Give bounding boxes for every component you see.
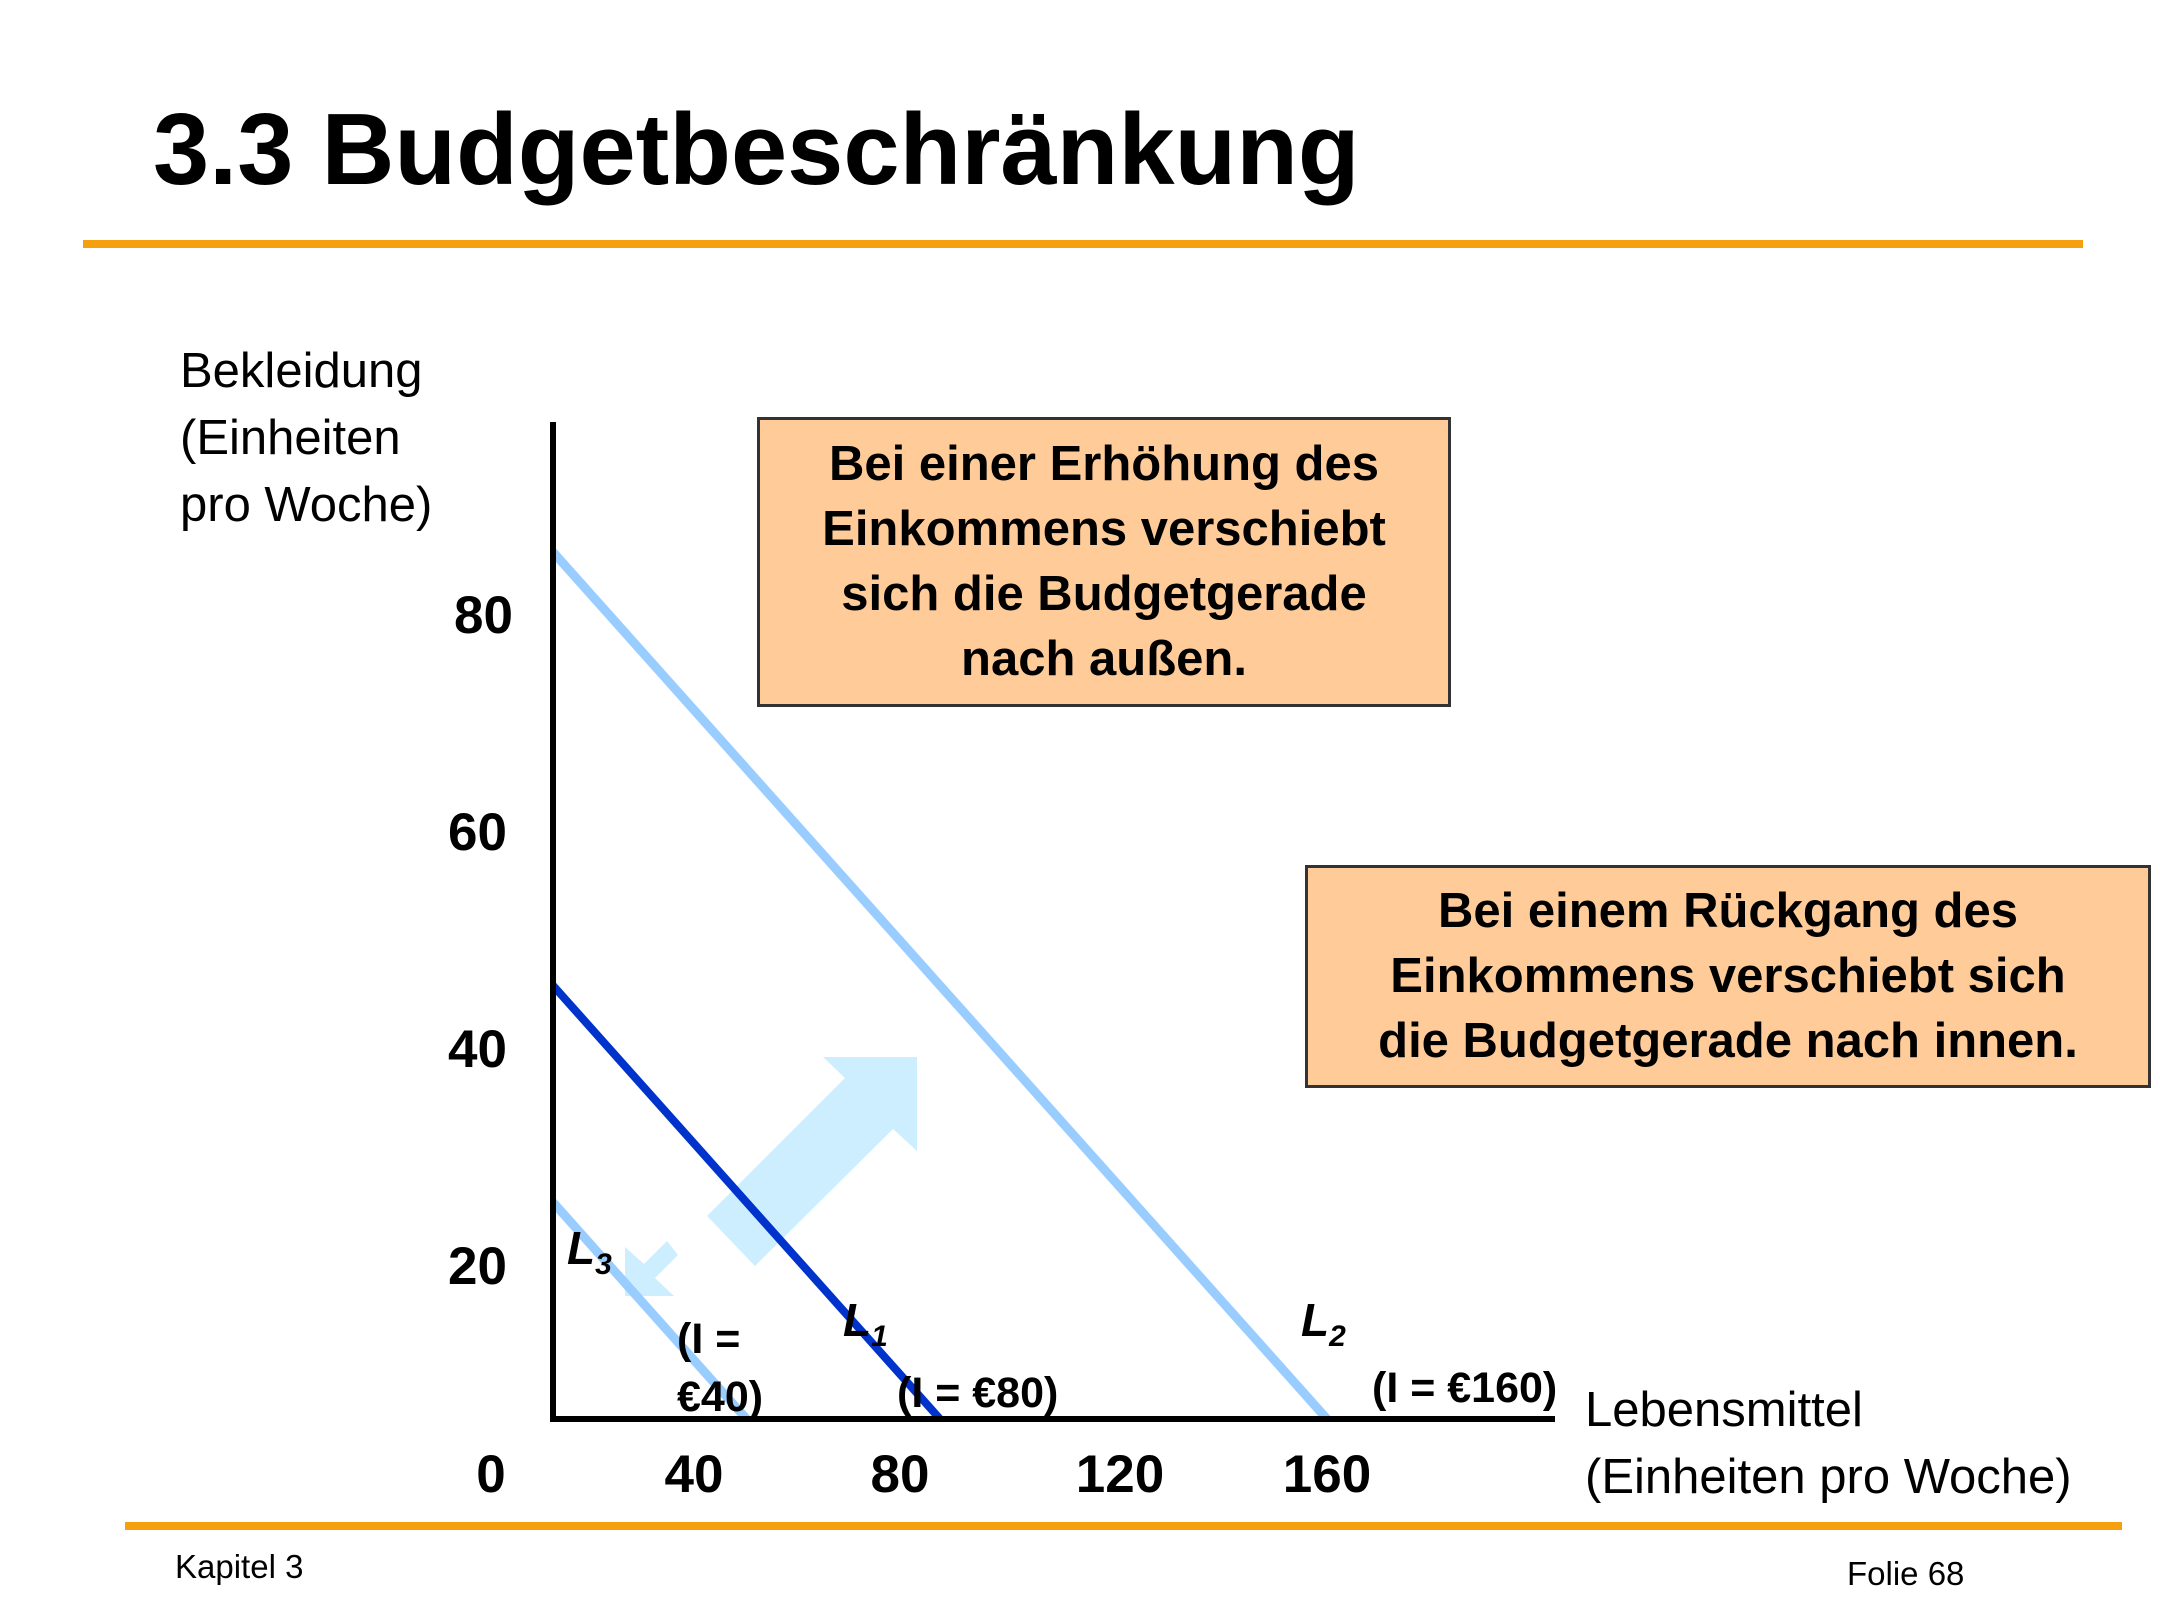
line-label-l2: L2: [1301, 1297, 1346, 1352]
line-label-subscript: 3: [595, 1248, 612, 1281]
x-tick-label: 40: [664, 1445, 724, 1504]
budget-line-l3: [549, 1199, 750, 1422]
x-axis-label: Lebensmittel (Einheiten pro Woche): [1585, 1377, 2072, 1511]
income-label-l1: (I = €80): [897, 1364, 1058, 1422]
callout-line: Bei einer Erhöhung des: [829, 437, 1379, 491]
x-tick-label: 160: [1282, 1445, 1372, 1504]
y-tick-label: 40: [448, 1020, 507, 1079]
callout-line: Einkommens verschiebt: [822, 502, 1386, 556]
line-label-l1: L1: [843, 1297, 888, 1352]
budget-line-l1: [550, 982, 943, 1422]
y-tick-label: 60: [448, 803, 507, 862]
footer-divider: [125, 1522, 2122, 1530]
y-axis-label-line: Bekleidung: [180, 344, 423, 398]
y-axis-label-line: (Einheiten: [180, 411, 401, 465]
line-label-l3: L3: [567, 1225, 612, 1280]
budget-line-l2: [549, 549, 1331, 1422]
line-label-main: L: [567, 1222, 596, 1274]
income-label-line: €40): [677, 1373, 764, 1421]
callout-line: die Budgetgerade nach innen.: [1378, 1014, 2078, 1068]
income-label-l2: (I = €160): [1372, 1359, 1557, 1417]
y-tick-label: 20: [448, 1237, 507, 1296]
slide-title: 3.3 Budgetbeschränkung: [153, 94, 1360, 206]
callout-line: Einkommens verschiebt sich: [1390, 949, 2066, 1003]
callout-line: Bei einem Rückgang des: [1437, 884, 2018, 938]
outward-shift-arrow: [707, 1057, 917, 1266]
inward-shift-arrow: [625, 1241, 678, 1296]
callout-line: sich die Budgetgerade: [841, 567, 1367, 621]
callout-income-decrease: Bei einem Rückgang des Einkommens versch…: [1305, 865, 2151, 1088]
footer-slide-number: Folie 68: [1847, 1555, 1965, 1592]
y-tick-label: 80: [454, 586, 513, 645]
income-label-line: (I = €80): [897, 1369, 1059, 1417]
line-label-main: L: [1301, 1294, 1330, 1346]
income-label-l3: (I = €40): [677, 1310, 763, 1426]
x-tick-label: 0: [476, 1445, 506, 1504]
line-label-subscript: 1: [871, 1320, 888, 1353]
x-tick-label: 120: [1075, 1445, 1165, 1504]
x-axis-label-line: (Einheiten pro Woche): [1585, 1450, 2072, 1504]
footer-chapter: Kapitel 3: [175, 1548, 304, 1585]
title-divider: [83, 240, 2083, 248]
y-axis-label: Bekleidung (Einheiten pro Woche): [180, 338, 432, 539]
callout-line: nach außen.: [961, 632, 1247, 686]
callout-income-increase: Bei einer Erhöhung des Einkommens versch…: [757, 417, 1451, 707]
line-label-subscript: 2: [1329, 1320, 1346, 1353]
income-label-line: (I =: [677, 1315, 741, 1363]
x-tick-label: 80: [870, 1445, 930, 1504]
x-axis-label-line: Lebensmittel: [1585, 1383, 1863, 1437]
income-label-line: (I = €160): [1372, 1364, 1558, 1412]
line-label-main: L: [843, 1294, 872, 1346]
y-axis-label-line: pro Woche): [180, 478, 433, 532]
